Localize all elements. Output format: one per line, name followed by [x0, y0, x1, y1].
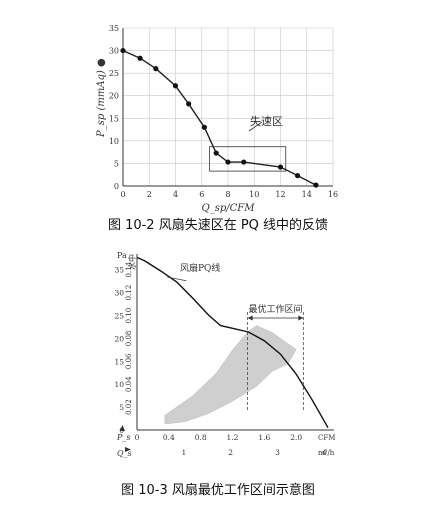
chart1-x-tick-label: 6	[199, 190, 204, 199]
optimal-range-marker	[247, 312, 304, 412]
chart2-x-tick-m3h: 3	[275, 448, 280, 457]
chart2-y-tick-water: 0.02	[125, 399, 133, 415]
optimal-range-label: 最优工作区间	[248, 303, 302, 315]
chart2-y-tick-water: 0.14	[125, 261, 133, 277]
chart2-y-tick-pa: 35	[114, 266, 124, 275]
chart1-pq-line	[122, 49, 317, 186]
chart1-x-tick-label: 0	[120, 190, 125, 199]
curve-label-leader	[167, 276, 187, 282]
chart1-y-tick-label: 25	[109, 69, 119, 78]
chart2-y-tick-pa: 25	[114, 312, 124, 321]
chart1-data-point	[186, 101, 192, 107]
chart2-y-tick-water: 0.10	[125, 308, 133, 324]
chart2-tick-labels: 051015202530350.020.040.060.080.100.120.…	[114, 261, 327, 457]
chart2-axes	[120, 254, 334, 452]
chart2-x-tick-cfm: 0.8	[195, 433, 207, 442]
chart2-x-tick-cfm: 0.4	[163, 433, 175, 442]
chart2-y-tick-pa: 10	[114, 380, 124, 389]
chart2-x-unit-m3h: m³/h	[318, 449, 335, 457]
chart1-y-tick-label: 5	[114, 159, 119, 168]
chart2-x-tick-cfm: 1.6	[258, 433, 270, 442]
chart2-x-tick-m3h: 1	[181, 448, 186, 457]
chart2-y-tick-water: 0.06	[125, 353, 133, 369]
chart2-x-arrow-icon	[125, 447, 131, 452]
chart2-y-tick-pa: 30	[114, 289, 124, 298]
chart2-x-tick-cfm: 1.2	[227, 433, 239, 442]
chart1-axes	[122, 28, 333, 187]
chart-stall-pq: 0 2 4 6 8 10 12 14 16 0 5 10 15 20 25 30 35 失速区 P_sp (mm…	[96, 24, 338, 214]
chart1-data-point	[277, 164, 284, 170]
chart2-x-tick-cfm: 0	[135, 433, 140, 442]
chart1-data-point	[201, 124, 207, 130]
chart1-tick-labels: 0 2 4 6 8 10 12 14 16 0 5 10 15 20 25 30 35	[109, 24, 338, 199]
chart1-data-point	[137, 55, 143, 61]
chart2-y-tick-water: 0.12	[125, 285, 133, 301]
chart2-y-tick-water: 0.04	[125, 376, 133, 392]
chart2-y-tick-pa: 15	[114, 357, 124, 366]
chart1-data-point	[313, 182, 319, 188]
curve-label: 风扇PQ线	[180, 262, 220, 274]
chart1-y-tick-label: 20	[109, 92, 119, 101]
chart1-x-tick-label: 16	[328, 190, 338, 199]
chart2-y-tick-pa: 0	[119, 426, 124, 435]
chart2-x-tick-m3h: 2	[228, 448, 233, 457]
chart1-data-point	[153, 66, 159, 72]
chart2-pq-line	[136, 256, 329, 429]
caption-fig-10-3: 图 10-3 风扇最优工作区间示意图	[121, 482, 315, 498]
chart2-x-axis-label: Q_s	[117, 449, 132, 458]
chart2-y-tick-pa: 20	[114, 334, 124, 343]
chart1-y-tick-label: 30	[109, 47, 119, 56]
chart1-x-tick-label: 4	[173, 190, 178, 199]
chart2-y-axis-label: P_s	[116, 433, 131, 442]
chart2-x-unit-cfm: CFM	[318, 434, 335, 442]
chart1-data-point	[213, 150, 219, 156]
chart1-data-point	[241, 159, 247, 165]
chart1-grid	[122, 27, 334, 187]
chart1-data-point	[172, 83, 179, 89]
caption-fig-10-2: 图 10-2 风扇失速区在 PQ 线中的反馈	[108, 217, 328, 233]
chart1-y-tick-label: 10	[109, 137, 119, 146]
chart2-y-unit-pa: Pa	[117, 251, 127, 260]
chart1-data-point	[120, 47, 126, 54]
chart1-x-tick-label: 8	[225, 190, 230, 199]
chart-optimal-range: 051015202530350.020.040.060.080.100.120.…	[114, 251, 335, 458]
chart2-y-arrow-icon	[120, 425, 125, 431]
stall-region-box	[209, 146, 287, 172]
chart1-data-point	[294, 173, 301, 179]
chart1-y-label: P_sp (mmAq) ●	[96, 58, 107, 138]
chart2-y-tick-pa: 5	[119, 403, 124, 412]
optimal-band-shading	[164, 325, 297, 425]
optimal-range-arrow-right	[298, 315, 304, 321]
chart1-x-tick-label: 2	[147, 190, 152, 199]
chart2-x-tick-m3h: 4	[322, 448, 327, 457]
optimal-range-arrow-left	[247, 315, 253, 321]
chart1-x-label: Q_sp/CFM	[202, 203, 256, 214]
chart1-y-tick-label: 35	[109, 24, 119, 33]
stall-annotation: 失速区	[250, 115, 283, 128]
chart1-y-tick-label: 15	[109, 114, 119, 123]
chart2-y-unit-water: 水中	[127, 254, 137, 270]
chart1-x-tick-label: 10	[249, 190, 259, 199]
stall-annotation-leader	[248, 121, 263, 132]
chart1-points	[120, 47, 319, 188]
chart1-x-tick-label: 14	[302, 190, 312, 199]
chart1-x-tick-label: 12	[275, 190, 285, 199]
chart2-y-tick-water: 0.08	[125, 331, 133, 347]
chart1-y-tick-label: 0	[114, 182, 119, 191]
chart1-data-point	[225, 159, 231, 165]
chart2-x-tick-cfm: 2.0	[290, 433, 302, 442]
